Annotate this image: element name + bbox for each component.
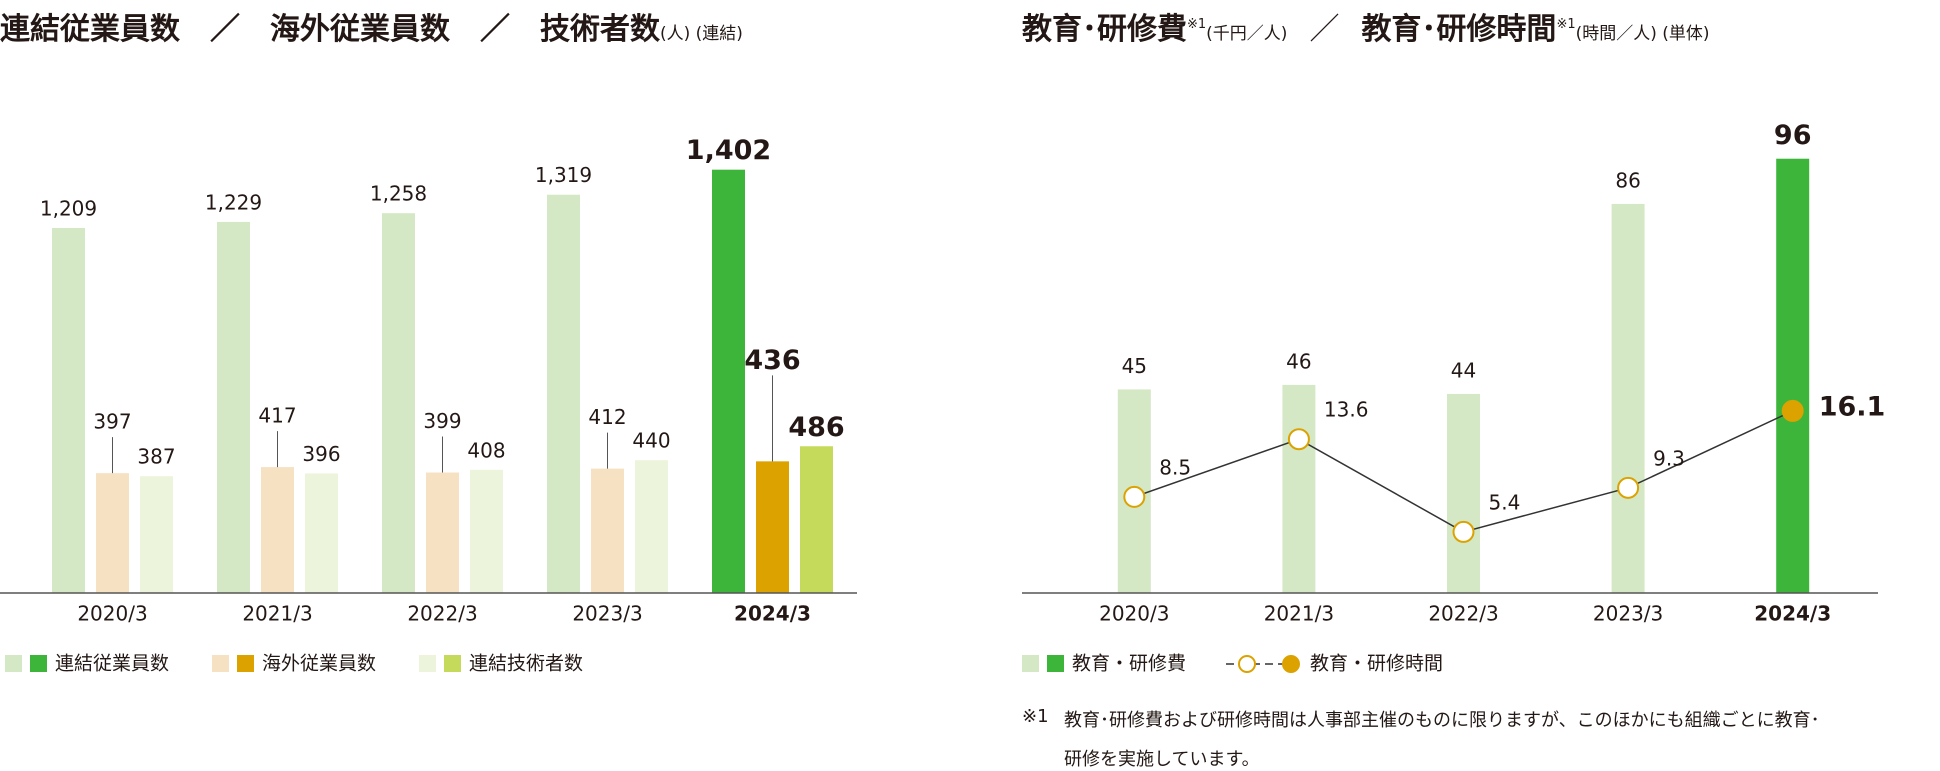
title-text: 連結従業員数 ／ 海外従業員数 ／ 技術者数 [0,12,660,47]
bar [1776,158,1810,593]
bar [635,460,668,593]
bar [382,213,415,593]
title-unit: (時間／人) (単体) [1575,24,1710,44]
bar [217,221,250,593]
legend-swatch [1022,655,1039,672]
value-label: 16.1 [1819,391,1886,422]
value-label: 436 [744,345,800,376]
legend-swatch [30,655,47,672]
bar [800,446,833,593]
value-label: 387 [137,445,175,469]
title-note: ※1 [1556,17,1576,32]
x-tick-label: 2024/3 [734,602,811,626]
bar [52,227,85,593]
chart-title: 連結従業員数 ／ 海外従業員数 ／ 技術者数(人) (連結) [0,4,743,48]
value-label: 1,402 [686,135,771,166]
value-label: 440 [632,429,670,453]
legend-label: 連結技術者数 [469,653,583,675]
legend-swatch [419,655,436,672]
x-tick-label: 2023/3 [572,602,642,626]
value-label: 8.5 [1159,455,1191,479]
title-unit: (千円／人) [1206,24,1288,44]
title-note: ※1 [1187,17,1207,32]
title-separator: ／ [1309,12,1340,47]
legend-label: 教育・研修費 [1072,653,1186,675]
bar [1447,393,1480,593]
value-label: 1,229 [205,190,262,214]
point [1287,428,1310,451]
bar [756,461,789,593]
legend-marker [1238,655,1256,673]
legend-swatch [444,655,461,672]
bar [140,476,173,593]
value-label: 412 [588,405,626,429]
bar [547,194,580,593]
bar [305,473,338,593]
value-label: 5.4 [1489,490,1521,514]
title-text: 教育･研修費 [1022,12,1187,47]
point [1781,399,1804,422]
x-tick-label: 2024/3 [1754,602,1831,626]
bar [426,472,459,593]
x-tick-label: 2023/3 [1593,602,1663,626]
legend-label: 教育・研修時間 [1310,653,1443,675]
title-text: 教育･研修時間 [1361,12,1557,47]
value-label: 86 [1615,168,1640,192]
x-tick-label: 2021/3 [242,602,312,626]
bar [1282,384,1316,593]
legend-swatch [5,655,22,672]
bar [1611,203,1645,593]
value-label: 397 [93,410,131,434]
value-label: 1,209 [40,196,97,220]
bar [96,473,129,593]
x-tick-label: 2020/3 [77,602,147,626]
point [1123,485,1146,508]
point [1452,520,1475,543]
legend-swatch [1047,655,1064,672]
title-unit: (人) (連結) [660,24,743,44]
value-label: 13.6 [1324,398,1369,422]
value-label: 45 [1122,354,1147,378]
charts: 1,209 1,229 1,258 1,319 1,402 連結従業員数 397 417 399… [0,120,1886,675]
point [1617,476,1640,499]
value-label: 399 [423,409,461,433]
legend-label: 海外従業員数 [262,653,376,675]
value-label: 1,258 [370,182,427,206]
bar [470,469,503,593]
x-tick-label: 2021/3 [1264,602,1334,626]
legend-marker [1282,655,1300,673]
legend-swatch [212,655,229,672]
x-tick-label: 2020/3 [1099,602,1169,626]
legend-swatch [237,655,254,672]
legend-label: 連結従業員数 [55,653,169,675]
value-label: 396 [302,442,340,466]
footnote-line: 教育･研修費および研修時間は人事部主催のものに限りますが、このほかにも組織ごとに… [1064,710,1820,731]
bar [591,468,624,593]
value-label: 408 [467,438,505,462]
x-tick-label: 2022/3 [407,602,477,626]
footnote-mark: ※1 [1022,706,1049,727]
value-label: 46 [1286,349,1311,373]
value-label: 417 [258,404,296,428]
value-label: 44 [1451,358,1476,382]
value-label: 486 [788,412,844,443]
x-tick-label: 2022/3 [1428,602,1498,626]
value-label: 96 [1774,120,1812,151]
bar [261,467,294,593]
chart-title: 教育･研修費※1(千円／人) ／教育･研修時間※1(時間／人) (単体) [1022,4,1710,48]
footnote-line: 研修を実施しています。 [1064,749,1260,770]
bar [712,169,745,593]
value-label: 9.3 [1653,446,1685,470]
value-label: 1,319 [535,163,592,187]
